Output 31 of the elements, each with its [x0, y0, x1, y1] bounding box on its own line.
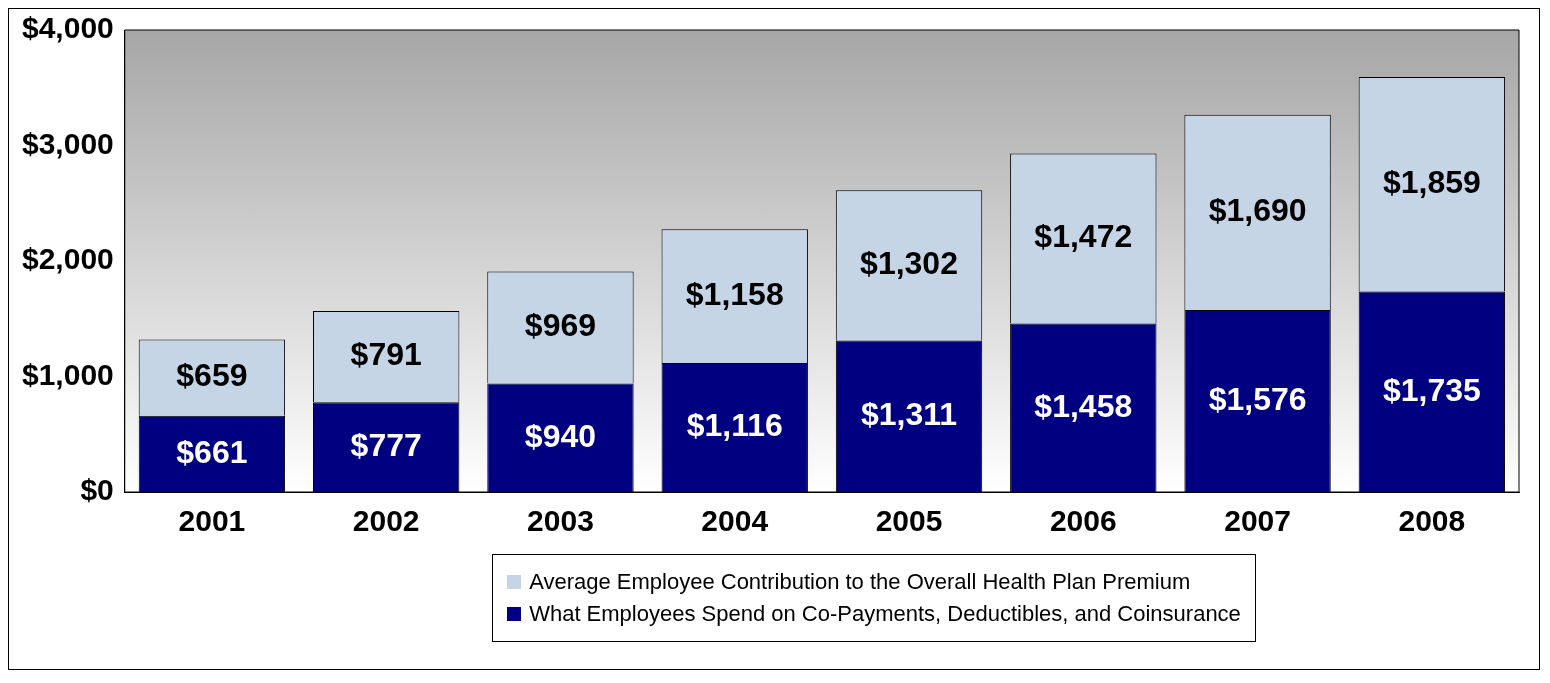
y-tick-label: $4,000: [21, 11, 114, 45]
data-label: $659: [176, 357, 248, 394]
data-label: $1,311: [860, 396, 958, 433]
data-label: $1,859: [1382, 164, 1481, 201]
data-label: $1,576: [1208, 380, 1307, 417]
x-tick-label: 2007: [1224, 504, 1291, 538]
data-label: $1,116: [686, 407, 783, 444]
y-tick-label: $0: [80, 473, 114, 507]
y-tick-label: $2,000: [21, 242, 114, 276]
data-label: $1,458: [1034, 387, 1133, 424]
y-tick-label: $3,000: [21, 126, 114, 160]
x-tick-label: 2006: [1049, 504, 1117, 538]
data-label: $1,472: [1034, 218, 1133, 255]
data-label: $1,690: [1208, 192, 1307, 229]
data-label: $661: [176, 433, 248, 470]
data-label: $969: [524, 307, 597, 344]
legend-label: What Employees Spend on Co-Payments, Deductibles, and Coinsurance: [529, 601, 1241, 627]
y-tick-label: $1,000: [21, 357, 114, 391]
data-label: $940: [524, 417, 597, 454]
data-label: $1,735: [1382, 371, 1481, 408]
x-tick-label: 2003: [527, 504, 594, 538]
legend-label: Average Employee Contribution to the Overall Health Plan Premium: [529, 569, 1191, 595]
x-tick-label: 2005: [875, 504, 943, 538]
data-label: $1,302: [860, 245, 958, 282]
x-tick-label: 2004: [701, 504, 769, 538]
x-tick-label: 2002: [352, 504, 420, 538]
x-tick-label: 2008: [1398, 504, 1466, 538]
data-label: $791: [350, 336, 422, 373]
data-label: $1,158: [685, 276, 784, 313]
x-tick-label: 2001: [178, 504, 246, 538]
data-label: $777: [350, 426, 422, 463]
